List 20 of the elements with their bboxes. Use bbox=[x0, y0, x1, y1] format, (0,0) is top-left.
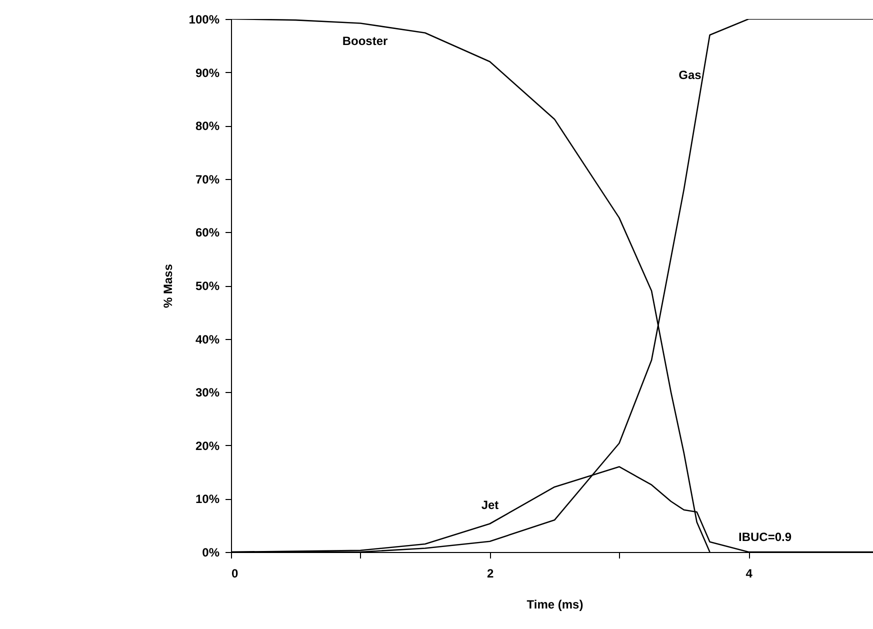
x-tick-label: 2 bbox=[486, 566, 494, 580]
x-axis-title: Time (ms) bbox=[526, 598, 584, 612]
y-tick-label: 90% bbox=[195, 66, 220, 80]
y-tick-label: 40% bbox=[195, 332, 220, 346]
y-tick-label: 60% bbox=[195, 226, 220, 240]
y-tick-label: 80% bbox=[195, 119, 220, 134]
annotation: Gas bbox=[678, 68, 702, 82]
x-tick-label: 0 bbox=[232, 566, 238, 580]
annotation: Jet bbox=[481, 498, 499, 512]
y-tick-label: 50% bbox=[195, 279, 220, 293]
y-tick-label: 10% bbox=[195, 492, 220, 506]
annotation: Booster bbox=[342, 34, 388, 48]
y-tick-label: 0% bbox=[202, 546, 220, 560]
y-tick-label: 30% bbox=[195, 386, 220, 400]
annotation: IBUC=0.9 bbox=[738, 530, 792, 544]
y-tick-label: 70% bbox=[195, 172, 220, 186]
y-tick-label: 20% bbox=[195, 438, 220, 453]
y-tick-label: 100% bbox=[188, 12, 220, 26]
x-tick-label: 4 bbox=[746, 566, 753, 580]
y-axis-title: % Mass bbox=[160, 264, 175, 308]
